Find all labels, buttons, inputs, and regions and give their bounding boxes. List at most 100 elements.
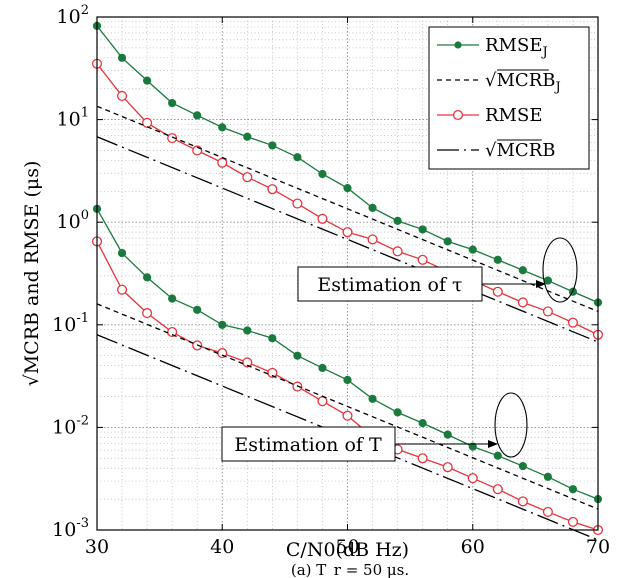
- data-point-tau-rmsej: [443, 237, 452, 246]
- data-point-tau-rmse: [267, 184, 278, 195]
- x-tick-label: 60: [461, 536, 485, 558]
- data-point-tau-rmsej: [218, 123, 227, 132]
- legend-label: RMSEJ: [485, 35, 548, 60]
- data-point-T-rmsej: [293, 351, 302, 360]
- x-axis-label: C/N0(dB Hz): [286, 539, 409, 561]
- x-tick-label: 30: [85, 536, 109, 558]
- data-point-tau-rmsej: [518, 266, 527, 275]
- x-tick-label: 40: [210, 536, 234, 558]
- data-point-tau-rmsej: [318, 169, 327, 179]
- y-tick-label: 102: [57, 3, 89, 28]
- data-point-tau-rmsej: [143, 76, 152, 85]
- legend-label: √MCRB: [485, 140, 555, 161]
- y-tick-label: 100: [57, 208, 89, 233]
- data-point-tau-rmse: [567, 317, 578, 328]
- data-point-tau-rmse: [142, 117, 153, 128]
- figure-caption: (a) T_r = 50 μs.: [291, 561, 409, 578]
- annotations: Estimation of τ Estimation of T: [221, 237, 578, 462]
- y-tick-label: 10-3: [52, 516, 89, 541]
- data-point-T-rmse: [442, 462, 453, 473]
- data-point-T-rmsej: [543, 472, 553, 481]
- data-point-tau-rmse: [217, 157, 228, 168]
- x-tick-label: 70: [586, 536, 610, 558]
- data-point-tau-rmsej: [468, 245, 477, 254]
- data-point-tau-rmsej: [193, 111, 202, 120]
- x-tick-label: 50: [335, 536, 359, 558]
- annotation-label-T: Estimation of T: [234, 434, 382, 456]
- axis-labels: C/N0(dB Hz) √MCRB and RMSE (μs) (a) T_r = …: [21, 161, 409, 578]
- data-point-T-rmse: [342, 410, 353, 421]
- data-point-T-rmsej: [443, 430, 452, 439]
- data-point-T-rmsej: [493, 451, 502, 460]
- data-point-tau-rmse: [542, 306, 553, 317]
- data-point-tau-rmse: [517, 297, 528, 308]
- series-line-T-short-dash: [96, 303, 599, 510]
- data-point-tau-rmse: [492, 286, 503, 297]
- data-point-tau-rmse: [292, 198, 303, 209]
- data-point-T-rmse: [142, 308, 153, 319]
- data-point-T-rmse: [117, 284, 128, 295]
- data-point-tau-rmsej: [368, 203, 377, 212]
- data-point-T-rmse: [567, 516, 578, 527]
- series-line-tau-long-dash: [96, 136, 599, 343]
- annotation-ellipse-tau: [542, 237, 578, 303]
- annotation-arrowhead-T: [488, 440, 498, 448]
- data-point-tau-rmsej: [543, 276, 553, 285]
- legend: RMSEJ √MCRBJ RMSE √MCRB: [428, 26, 590, 170]
- legend-label: RMSE: [485, 105, 542, 126]
- y-tick-label: 101: [57, 106, 89, 131]
- axis-ticks: 30 40 50 60 70 10-3 10-2 10-1 100 101 102: [52, 3, 610, 558]
- series-line-T-long-dash: [96, 334, 599, 541]
- data-point-tau-rmsej: [117, 53, 127, 62]
- data-point-tau-rmsej: [243, 132, 252, 141]
- data-point-tau-rmse: [392, 246, 403, 257]
- data-point-tau-rmsej: [293, 153, 302, 162]
- data-point-T-rmsej: [468, 442, 477, 451]
- data-point-T-rmse: [467, 473, 478, 484]
- data-point-tau-rmse: [317, 213, 328, 224]
- legend-box: [428, 26, 590, 170]
- data-point-tau-rmsej: [493, 255, 502, 264]
- data-point-tau-rmsej: [418, 225, 427, 234]
- data-point-T-rmsej: [143, 273, 152, 282]
- y-tick-label: 10-2: [52, 413, 89, 438]
- data-point-T-rmsej: [568, 485, 578, 494]
- data-point-tau-rmse: [417, 254, 428, 265]
- data-point-T-rmsej: [168, 294, 177, 303]
- data-point-T-rmse: [417, 453, 428, 464]
- data-point-T-rmsej: [343, 375, 352, 385]
- data-point-T-rmsej: [393, 408, 402, 417]
- data-point-tau-rmse: [242, 172, 253, 183]
- data-point-tau-rmse: [367, 234, 378, 245]
- data-point-T-rmse: [542, 506, 553, 517]
- data-point-T-rmsej: [193, 305, 202, 314]
- data-point-tau-rmsej: [268, 141, 277, 150]
- data-point-T-rmse: [242, 357, 253, 368]
- data-point-T-rmse: [492, 484, 503, 495]
- data-point-T-rmsej: [318, 363, 327, 373]
- series-line-tau-short-dash: [96, 105, 599, 313]
- data-point-T-rmse: [267, 367, 278, 378]
- data-point-tau-rmsej: [343, 183, 352, 193]
- annotation-label-tau: Estimation of τ: [317, 274, 462, 296]
- data-point-T-rmsej: [243, 326, 252, 335]
- data-point-T-rmse: [517, 496, 528, 507]
- y-axis-label: √MCRB and RMSE (μs): [21, 161, 43, 387]
- data-point-T-rmse: [167, 326, 178, 338]
- data-point-T-rmsej: [268, 334, 277, 343]
- data-point-tau-rmsej: [168, 98, 177, 108]
- annotation-ellipse-T: [494, 392, 528, 458]
- data-point-tau-rmse: [342, 227, 353, 238]
- data-point-tau-rmse: [117, 90, 128, 102]
- legend-marker-circle: [452, 109, 464, 121]
- data-point-T-rmsej: [368, 394, 377, 403]
- legend-label: √MCRBJ: [485, 70, 561, 95]
- annotation-arrowhead-tau: [536, 280, 546, 288]
- data-point-T-rmsej: [218, 320, 227, 329]
- data-point-T-rmsej: [418, 419, 427, 428]
- data-point-T-rmsej: [518, 461, 527, 471]
- data-point-T-rmsej: [117, 248, 127, 258]
- y-tick-label: 10-1: [52, 311, 89, 336]
- data-point-tau-rmsej: [393, 216, 402, 225]
